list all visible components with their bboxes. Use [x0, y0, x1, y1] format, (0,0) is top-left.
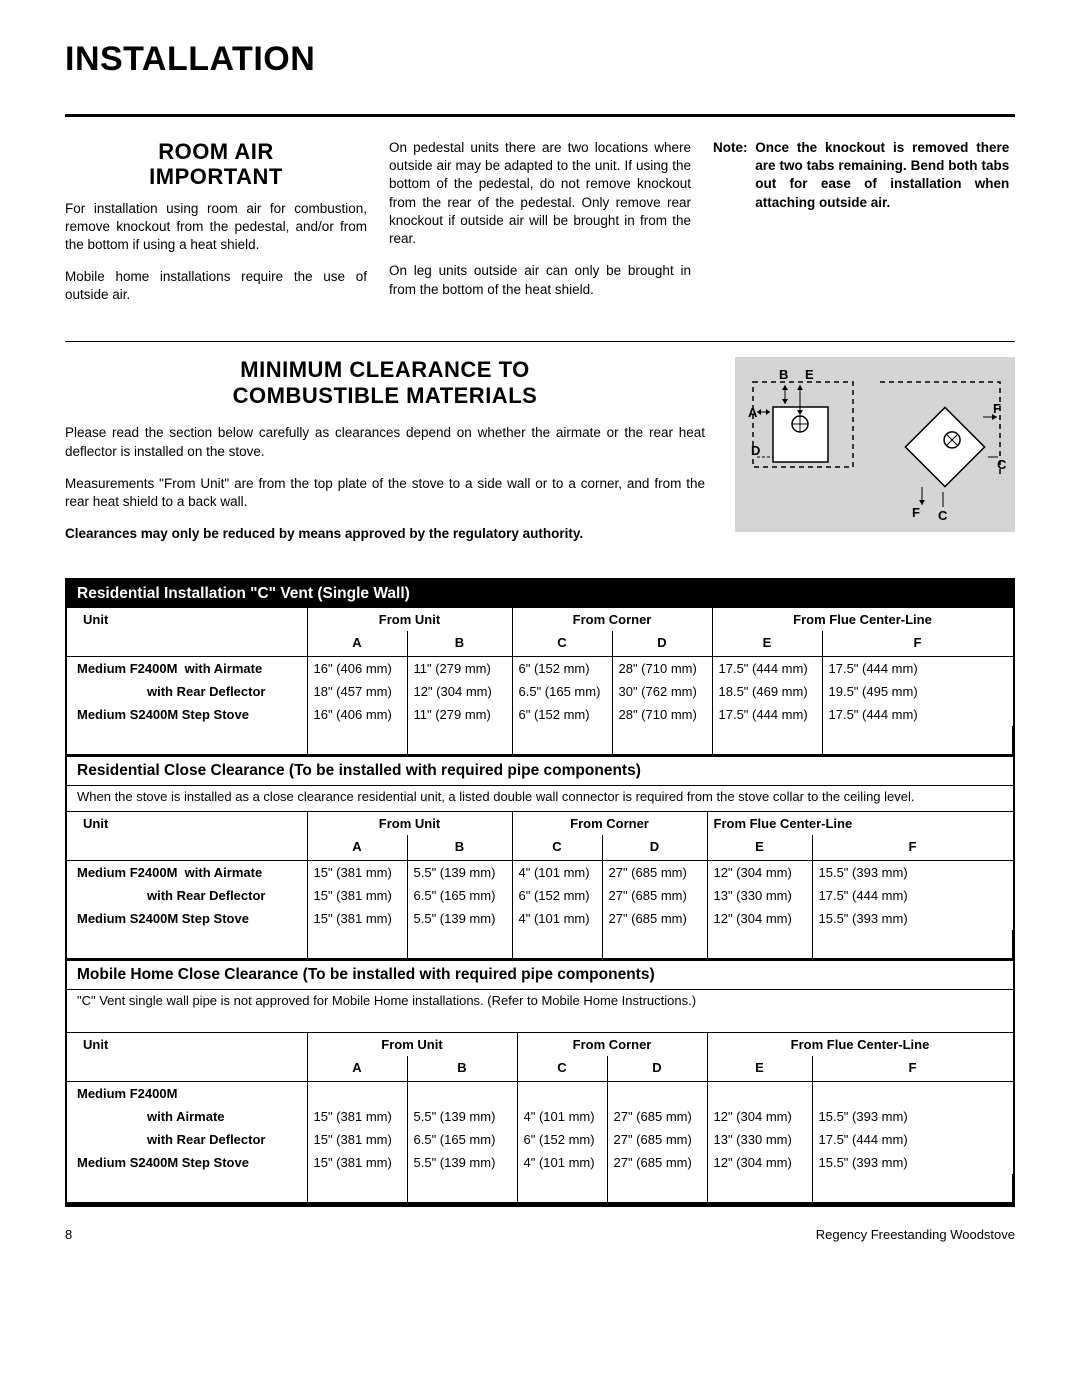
room-air-p3: On pedestal units there are two location…: [389, 139, 691, 248]
clearance-p2: Measurements "From Unit" are from the to…: [65, 475, 705, 511]
table-row: Medium S2400M Step Stove16" (406 mm)11" …: [67, 703, 1013, 726]
table-row: Medium F2400M: [67, 1082, 1013, 1106]
table2-subtitle: When the stove is installed as a close c…: [67, 786, 1013, 813]
divider: [65, 341, 1015, 342]
svg-text:A: A: [748, 405, 758, 420]
table1-title: Residential Installation "C" Vent (Singl…: [67, 580, 1013, 608]
room-air-p1: For installation using room air for comb…: [65, 200, 367, 255]
room-air-p4: On leg units outside air can only be bro…: [389, 262, 691, 298]
clearance-section: MINIMUM CLEARANCE TO COMBUSTIBLE MATERIA…: [65, 357, 1015, 558]
table-row: Medium F2400M with Airmate16" (406 mm)11…: [67, 656, 1013, 680]
table3-title: Mobile Home Close Clearance (To be insta…: [67, 960, 1013, 990]
svg-text:F: F: [912, 505, 920, 520]
page-number: 8: [65, 1227, 72, 1242]
table-residential-c-vent: Residential Installation "C" Vent (Singl…: [65, 578, 1015, 756]
table3-subtitle: "C" Vent single wall pipe is not approve…: [67, 990, 1013, 1033]
table-row: Medium F2400M with Airmate15" (381 mm)5.…: [67, 861, 1013, 885]
svg-text:D: D: [751, 443, 760, 458]
divider: [65, 114, 1015, 117]
svg-text:E: E: [805, 367, 814, 382]
room-air-section: ROOM AIR IMPORTANT For installation usin…: [65, 139, 1015, 319]
table-row: with Rear Deflector15" (381 mm)6.5" (165…: [67, 884, 1013, 907]
clearance-heading: MINIMUM CLEARANCE TO COMBUSTIBLE MATERIA…: [65, 357, 705, 410]
table-row: with Airmate15" (381 mm)5.5" (139 mm)4" …: [67, 1105, 1013, 1128]
doc-name: Regency Freestanding Woodstove: [816, 1227, 1015, 1242]
svg-text:C: C: [938, 508, 948, 523]
svg-text:F: F: [993, 401, 1001, 416]
clearance-p1: Please read the section below carefully …: [65, 424, 705, 460]
svg-text:C: C: [997, 457, 1007, 472]
room-air-heading: ROOM AIR IMPORTANT: [65, 139, 367, 190]
table-mobile-home: Mobile Home Close Clearance (To be insta…: [65, 960, 1015, 1204]
clearance-diagram: A B E D F: [735, 357, 1015, 532]
table-row: Medium S2400M Step Stove15" (381 mm)5.5"…: [67, 907, 1013, 930]
room-air-note: Note: Once the knockout is removed there…: [713, 139, 1015, 212]
clearance-p3: Clearances may only be reduced by means …: [65, 525, 705, 543]
footer: 8 Regency Freestanding Woodstove: [65, 1227, 1015, 1242]
divider: [65, 1204, 1015, 1207]
table-residential-close: Residential Close Clearance (To be insta…: [65, 756, 1015, 961]
table2-title: Residential Close Clearance (To be insta…: [67, 756, 1013, 786]
room-air-p2: Mobile home installations require the us…: [65, 268, 367, 304]
svg-text:B: B: [779, 367, 788, 382]
page-title: INSTALLATION: [65, 40, 1015, 79]
table-row: with Rear Deflector18" (457 mm)12" (304 …: [67, 680, 1013, 703]
table-row: with Rear Deflector15" (381 mm)6.5" (165…: [67, 1128, 1013, 1151]
table-row: Medium S2400M Step Stove15" (381 mm)5.5"…: [67, 1151, 1013, 1174]
